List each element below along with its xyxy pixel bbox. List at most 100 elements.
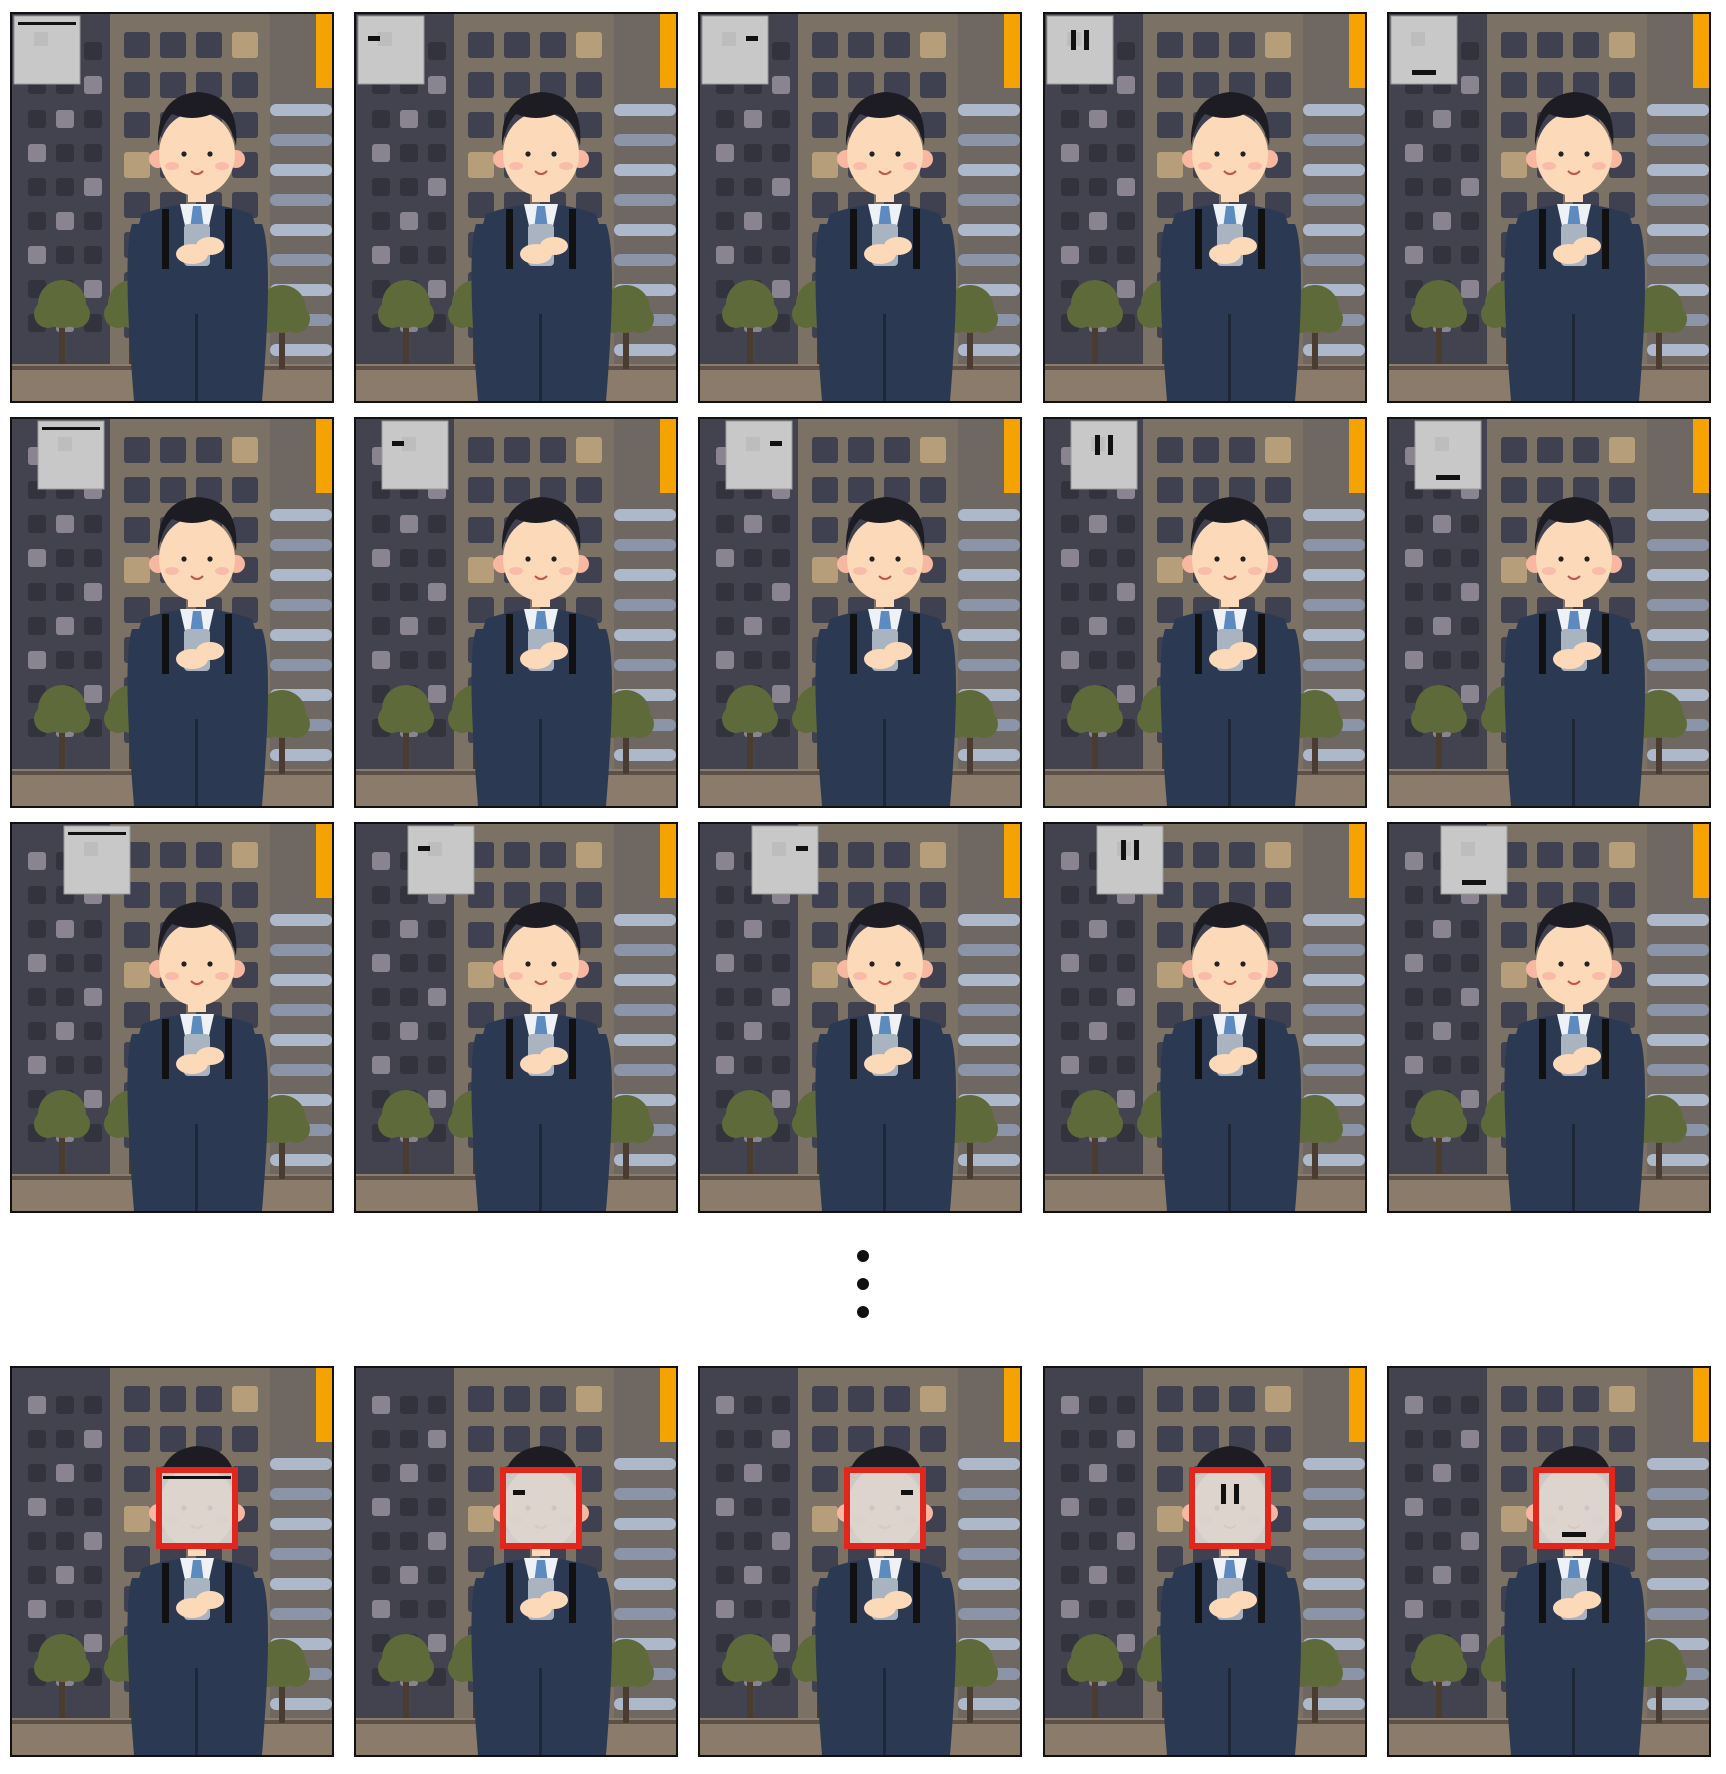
- tree: [1411, 280, 1467, 364]
- adversarial-patch: [1070, 420, 1138, 490]
- patch-pattern-vertical-bars: [1071, 30, 1089, 50]
- tree: [1067, 280, 1123, 364]
- face-patch: [1192, 1470, 1268, 1546]
- patch-pattern-left-dash: [392, 441, 404, 446]
- tree: [1067, 1090, 1123, 1174]
- tree: [1067, 1634, 1123, 1718]
- person-illustration: [127, 497, 268, 806]
- panel-row-final-col-2: [354, 1366, 678, 1757]
- panel-row-3-col-1: [10, 822, 334, 1213]
- face-patch: [847, 1470, 923, 1546]
- face-pattern-left-dash: [513, 1490, 525, 1495]
- tree: [598, 1639, 654, 1723]
- panel-row-final-col-5: [1387, 1366, 1711, 1757]
- adversarial-patch: [37, 420, 105, 490]
- patch-pattern-right-dash: [796, 846, 808, 851]
- panel-row-2-col-1: [10, 417, 334, 808]
- tree: [378, 1090, 434, 1174]
- adversarial-patch: [407, 825, 475, 895]
- tree: [378, 1634, 434, 1718]
- person-illustration: [1160, 902, 1301, 1211]
- adversarial-patch: [13, 15, 81, 85]
- adversarial-patch: [1096, 825, 1164, 895]
- tree: [1631, 285, 1687, 369]
- adversarial-patch: [1414, 420, 1482, 490]
- adversarial-patch: [381, 420, 449, 490]
- panel-row-2-col-2: [354, 417, 678, 808]
- face-pattern-vertical-bars: [1221, 1484, 1239, 1504]
- patch-pattern-top-line: [68, 832, 126, 835]
- person-illustration: [471, 902, 612, 1211]
- patch-pattern-vertical-bars: [1121, 840, 1139, 860]
- person-illustration: [471, 92, 612, 401]
- person-illustration: [815, 902, 956, 1211]
- detection-box: [156, 1467, 238, 1549]
- adversarial-patch: [1046, 15, 1114, 85]
- patch-pattern-right-dash: [770, 441, 782, 446]
- panel-row-1-col-4: [1043, 12, 1367, 403]
- tree: [722, 1634, 778, 1718]
- panel-row-1-col-2: [354, 12, 678, 403]
- patch-pattern-left-dash: [368, 36, 380, 41]
- tree: [722, 1090, 778, 1174]
- panel-row-2-col-3: [698, 417, 1022, 808]
- tree: [942, 1095, 998, 1179]
- panel-row-1-col-1: [10, 12, 334, 403]
- panel-row-1-col-3: [698, 12, 1022, 403]
- tree: [1411, 1634, 1467, 1718]
- panel-row-3-col-5: [1387, 822, 1711, 1213]
- ellipsis-dots: [853, 1248, 873, 1338]
- tree: [34, 1634, 90, 1718]
- adversarial-patch: [63, 825, 131, 895]
- person-illustration: [1504, 902, 1645, 1211]
- tree: [254, 1639, 310, 1723]
- detection-box: [1533, 1467, 1615, 1549]
- adversarial-patch: [701, 15, 769, 85]
- adversarial-patch: [1390, 15, 1458, 85]
- tree: [722, 685, 778, 769]
- panel-row-3-col-2: [354, 822, 678, 1213]
- tree: [34, 1090, 90, 1174]
- tree: [722, 280, 778, 364]
- person-illustration: [815, 92, 956, 401]
- person-illustration: [471, 497, 612, 806]
- person-illustration: [1160, 497, 1301, 806]
- face-pattern-bottom-dash: [1562, 1532, 1586, 1537]
- panel-row-3-col-4: [1043, 822, 1367, 1213]
- tree: [34, 280, 90, 364]
- person-illustration: [815, 497, 956, 806]
- patch-pattern-right-dash: [746, 36, 758, 41]
- panel-row-final-col-1: [10, 1366, 334, 1757]
- face-pattern-top-line: [163, 1476, 231, 1479]
- adversarial-patch: [751, 825, 819, 895]
- patch-pattern-left-dash: [418, 846, 430, 851]
- patch-pattern-bottom-dash: [1436, 475, 1460, 480]
- tree: [378, 280, 434, 364]
- person-illustration: [1504, 497, 1645, 806]
- patch-pattern-top-line: [42, 427, 100, 430]
- tree: [378, 685, 434, 769]
- patch-pattern-vertical-bars: [1095, 435, 1113, 455]
- panel-row-final-col-4: [1043, 1366, 1367, 1757]
- adversarial-patch: [1440, 825, 1508, 895]
- tree: [1631, 1095, 1687, 1179]
- adversarial-patch: [725, 420, 793, 490]
- face-patch: [1536, 1470, 1612, 1546]
- patch-pattern-bottom-dash: [1462, 880, 1486, 885]
- face-pattern-right-dash: [901, 1490, 913, 1495]
- tree: [34, 685, 90, 769]
- patch-pattern-top-line: [18, 22, 76, 25]
- panel-row-final-col-3: [698, 1366, 1022, 1757]
- detection-box: [844, 1467, 926, 1549]
- face-patch: [159, 1470, 235, 1546]
- panel-row-2-col-5: [1387, 417, 1711, 808]
- person-illustration: [1504, 92, 1645, 401]
- panel-row-2-col-4: [1043, 417, 1367, 808]
- adversarial-patch: [357, 15, 425, 85]
- tree: [1411, 1090, 1467, 1174]
- detection-box: [1189, 1467, 1271, 1549]
- detection-box: [500, 1467, 582, 1549]
- tree: [1067, 685, 1123, 769]
- person-illustration: [127, 902, 268, 1211]
